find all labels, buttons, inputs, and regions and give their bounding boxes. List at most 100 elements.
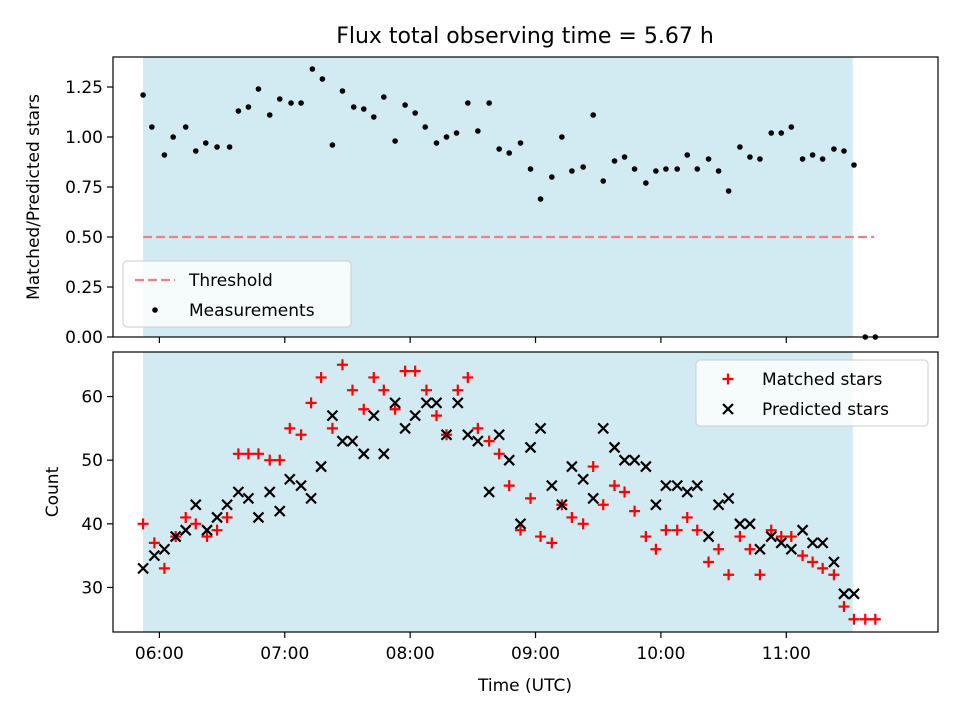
predicted-stars-point [566,460,578,473]
predicted-stars-point [493,428,505,441]
measurements-point [725,188,732,194]
measurements-point [715,168,722,174]
matched-stars-point [399,365,411,377]
matched-stars-point [775,531,787,543]
measurements-point [433,140,440,146]
matched-stars-point [859,613,871,625]
measurements-point [506,150,513,156]
predicted-stars-point [838,588,850,600]
matched-stars-point [848,613,860,625]
matched-stars-point [503,480,515,492]
measurements-point [778,130,785,136]
measurements-point [149,124,155,130]
measurements-point [182,124,189,130]
predicted-stars-point [691,479,704,492]
bottom-x-tick-label: 11:00 [762,644,811,664]
predicted-stars-point [546,479,558,492]
predicted-stars-point [420,397,433,409]
matched-stars-point [765,524,777,536]
predicted-stars-point [189,498,202,511]
predicted-stars-point [702,530,715,543]
predicted-stars-point [284,473,296,486]
predicted-stars-point [577,473,589,486]
matched-stars-point [817,562,829,574]
measurements-point [214,144,220,150]
matched-stars-point [671,524,683,536]
predicted-stars-point [503,454,515,466]
measurements-point [298,100,304,106]
legend-predicted-stars-label: Predicted stars [762,400,889,420]
matched-stars-point [493,448,505,460]
measurements-point [392,138,398,144]
top-y-tick-label: 0.25 [65,278,103,298]
matched-stars-point [525,492,537,504]
measurements-point [851,162,857,168]
measurements-point [590,112,597,118]
measurements-point [643,180,649,186]
matched-stars-point [315,371,327,383]
matched-stars-point [807,556,819,568]
predicted-stars-point [221,498,233,511]
predicted-stars-point [315,460,327,473]
measurements-point [559,134,565,140]
matched-stars-point [587,461,599,473]
bottom-x-tick-label: 08:00 [386,644,435,664]
matched-stars-point [828,569,840,581]
measurements-point [475,128,481,134]
matched-stars-point [597,499,609,511]
measurements-point [486,100,492,106]
predicted-stars-point [640,460,652,473]
predicted-stars-point [201,524,213,536]
top-y-tick-label: 1.25 [65,78,103,98]
top-y-tick-label: 0.00 [65,328,103,348]
measurements-point [255,86,262,92]
matched-stars-point [252,448,264,460]
matched-stars-point [838,601,850,613]
matched-stars-point [797,550,809,562]
predicted-stars-point [628,454,641,466]
measurements-point [496,146,502,152]
matched-stars-point [368,371,380,383]
predicted-stars-point [409,409,421,422]
matched-stars-point [713,543,725,555]
measurements-point [370,114,377,120]
predicted-stars-point [681,486,694,498]
predicted-stars-point [483,486,495,498]
bottom-x-tick-label: 06:00 [135,644,184,664]
measurements-point [663,166,669,172]
matched-stars-point [452,384,464,396]
predicted-stars-point [305,492,317,505]
matched-stars-point [744,543,756,555]
measurements-point [192,148,199,154]
bottom-x-tick-label: 07:00 [260,644,309,664]
predicted-stars-point [618,454,631,466]
measurements-point [381,94,387,100]
legend-predicted-stars-marker [722,403,734,415]
measurements-point [170,134,176,140]
predicted-stars-point [828,556,840,568]
measurements-point [235,108,242,114]
measurements-point [631,166,638,172]
matched-stars-point [734,531,746,543]
predicted-stars-point [137,562,149,575]
measurements-point [402,102,408,108]
measurements-point [412,110,418,116]
measurements-point [453,130,460,136]
measurements-point [517,140,524,146]
bottom-panel-counts: 30 40 50 60 06:00 07:00 08:00 09:00 10:00 11:00 Ma… [81,351,939,664]
predicted-stars-point [326,409,339,422]
bottom-x-tick-label: 09:00 [511,644,560,664]
predicted-stars-point [660,479,672,492]
predicted-stars-point [796,524,809,536]
measurements-point [465,100,471,106]
matched-stars-point [660,524,672,536]
matched-stars-point [609,480,621,492]
measurements-point [737,144,743,150]
matched-stars-point [723,569,735,581]
measurements-point [288,100,294,106]
measurements-point [684,152,691,158]
top-y-tick-label: 1.00 [65,128,103,148]
matched-stars-point [378,384,390,396]
matched-stars-point [650,543,662,555]
